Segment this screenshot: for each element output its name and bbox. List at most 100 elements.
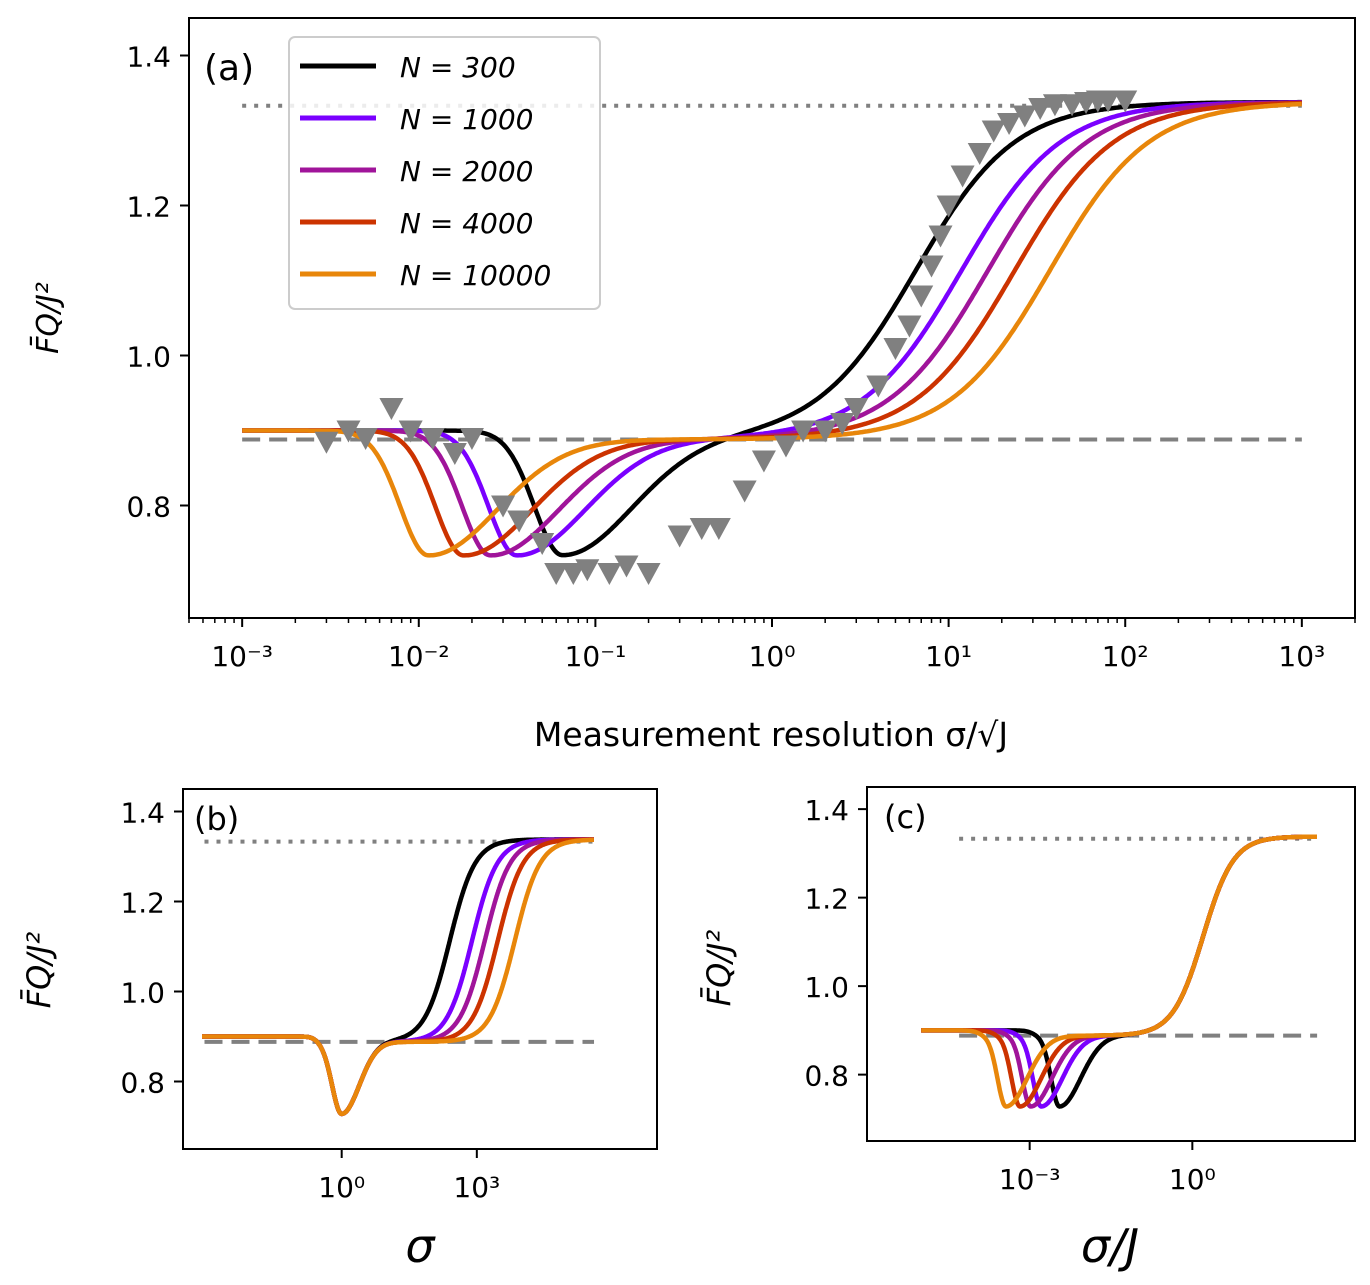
simulation-marker bbox=[909, 285, 934, 308]
series-line-n10000 bbox=[242, 101, 1302, 558]
simulation-marker bbox=[1028, 98, 1053, 120]
panel-a-xtick-label: 10⁰ bbox=[749, 640, 796, 673]
simulation-marker bbox=[866, 375, 891, 398]
simulation-marker bbox=[919, 255, 944, 278]
simulation-marker bbox=[791, 420, 816, 443]
legend-label-n2000: N = 2000 bbox=[400, 155, 533, 188]
panel-c-ytick-label: 0.8 bbox=[804, 1060, 849, 1093]
panel-c-ytick-label: 1.4 bbox=[804, 794, 849, 827]
panel-b-ytick-label: 1.2 bbox=[120, 887, 165, 920]
panel-c-ticks: 10⁻³ 10⁰ 0.8 1.0 1.2 1.4 bbox=[804, 794, 1215, 1196]
simulation-marker bbox=[1060, 94, 1085, 117]
series-line-n1000 bbox=[242, 100, 1302, 558]
simulation-marker bbox=[314, 431, 339, 454]
simulation-marker bbox=[1096, 90, 1121, 113]
simulation-marker bbox=[950, 165, 975, 188]
simulation-marker bbox=[981, 120, 1006, 143]
simulation-marker bbox=[614, 555, 639, 578]
simulation-marker bbox=[379, 398, 404, 420]
simulation-marker bbox=[398, 420, 423, 443]
panel-c-series-line bbox=[921, 834, 1317, 1109]
panel-c-ytick-label: 1.0 bbox=[804, 971, 849, 1004]
simulation-marker bbox=[442, 443, 467, 465]
simulation-marker bbox=[530, 533, 555, 555]
simulation-marker bbox=[830, 413, 855, 435]
panel-b-series-line bbox=[202, 837, 594, 1117]
simulation-marker bbox=[459, 428, 484, 450]
panel-b-label: (b) bbox=[194, 800, 239, 838]
simulation-marker bbox=[928, 225, 953, 248]
simulation-marker bbox=[575, 559, 600, 582]
legend-label-n1000: N = 1000 bbox=[400, 103, 533, 136]
simulation-marker bbox=[706, 518, 731, 540]
panel-c-ytick-label: 1.2 bbox=[804, 883, 849, 916]
simulation-marker bbox=[936, 195, 961, 218]
panel-a-ytick-label: 1.4 bbox=[126, 41, 171, 74]
legend-box bbox=[288, 36, 601, 310]
panel-c-xtick-label: 10⁻³ bbox=[999, 1163, 1061, 1196]
panel-b-ytick-label: 0.8 bbox=[120, 1067, 165, 1100]
simulation-marker bbox=[491, 495, 516, 518]
legend: N = 300 N = 1000 N = 2000 N = 4000 N = 1… bbox=[288, 36, 601, 310]
panel-c-xlabel: σ/J bbox=[1081, 1219, 1139, 1273]
panel-a-xtick-label: 10¹ bbox=[925, 640, 972, 673]
panel-c-label: (c) bbox=[884, 798, 927, 836]
simulation-marker bbox=[420, 428, 445, 450]
simulation-marker bbox=[967, 143, 992, 165]
panel-a: 10⁻³ 10⁻² 10⁻¹ 10⁰ 10¹ 10² 10³ 0.8 1.0 1.2 1.4 (a)… bbox=[30, 17, 1356, 754]
simulation-marker bbox=[1012, 105, 1037, 128]
simulation-marker bbox=[597, 563, 622, 585]
simulation-marker bbox=[844, 398, 869, 420]
legend-label-n10000: N = 10000 bbox=[400, 259, 551, 292]
panel-b-xlabel: σ bbox=[405, 1219, 436, 1273]
panel-b-ytick-label: 1.4 bbox=[120, 797, 165, 830]
panel-b-xtick-label: 10⁰ bbox=[318, 1171, 365, 1204]
panel-a-xtick-label: 10⁻² bbox=[388, 640, 450, 673]
panel-a-xlabel: Measurement resolution σ/√J bbox=[534, 715, 1008, 754]
simulation-marker bbox=[336, 420, 361, 443]
panel-c-series-line bbox=[921, 834, 1317, 1109]
simulation-marker bbox=[773, 435, 798, 458]
panel-b: 10⁰ 10³ 0.8 1.0 1.2 1.4 (b) σ F̄Q/J² bbox=[19, 788, 658, 1273]
simulation-marker bbox=[667, 525, 692, 548]
panel-a-label: (a) bbox=[204, 48, 254, 89]
simulation-marker bbox=[353, 428, 378, 450]
panel-c-xtick-label: 10⁰ bbox=[1169, 1163, 1216, 1196]
panel-b-xtick-label: 10³ bbox=[453, 1171, 500, 1204]
simulation-marker bbox=[1113, 90, 1138, 113]
panel-a-ylabel: F̄Q/J² bbox=[30, 282, 66, 354]
panel-c-plot-area bbox=[921, 834, 1318, 1109]
simulation-marker bbox=[1042, 94, 1067, 117]
panel-c-series-line bbox=[921, 834, 1317, 1109]
simulation-marker bbox=[997, 113, 1022, 135]
panel-a-ticks: 10⁻³ 10⁻² 10⁻¹ 10⁰ 10¹ 10² 10³ 0.8 1.0 1.2 1.4 bbox=[126, 41, 1356, 673]
panel-b-ylabel: F̄Q/J² bbox=[19, 932, 58, 1009]
panel-a-xtick-label: 10³ bbox=[1278, 640, 1325, 673]
simulation-marker bbox=[732, 480, 757, 503]
legend-label-n300: N = 300 bbox=[400, 51, 516, 84]
panel-c-frame bbox=[866, 786, 1356, 1142]
simulation-marker bbox=[636, 563, 661, 585]
simulation-marker bbox=[561, 563, 586, 585]
simulation-marker bbox=[813, 420, 838, 443]
panel-b-ticks: 10⁰ 10³ 0.8 1.0 1.2 1.4 bbox=[120, 797, 500, 1205]
simulation-marker bbox=[689, 518, 714, 540]
panel-a-ytick-label: 1.0 bbox=[126, 341, 171, 374]
panel-a-xtick-label: 10⁻¹ bbox=[565, 640, 627, 673]
panel-c-series-line bbox=[921, 834, 1317, 1109]
simulation-marker bbox=[883, 338, 908, 360]
simulation-marker bbox=[751, 450, 776, 473]
panel-b-series-line bbox=[202, 837, 594, 1117]
panel-b-plot-area bbox=[202, 837, 595, 1117]
panel-a-plot-area bbox=[242, 90, 1302, 585]
panel-c: 10⁻³ 10⁰ 0.8 1.0 1.2 1.4 (c) σ/J F̄Q/J² bbox=[699, 786, 1356, 1273]
panel-b-frame bbox=[182, 788, 658, 1150]
legend-label-n4000: N = 4000 bbox=[400, 207, 533, 240]
panel-b-series-line bbox=[202, 837, 594, 1117]
panel-c-series-line bbox=[921, 834, 1317, 1109]
panel-a-ytick-label: 1.2 bbox=[126, 191, 171, 224]
simulation-markers bbox=[314, 90, 1138, 585]
simulation-marker bbox=[544, 563, 569, 585]
simulation-marker bbox=[507, 510, 532, 533]
